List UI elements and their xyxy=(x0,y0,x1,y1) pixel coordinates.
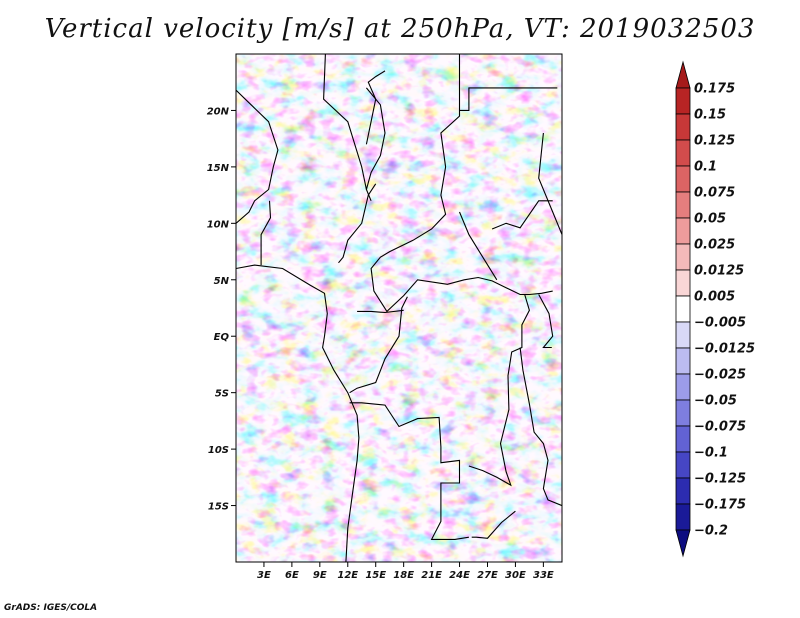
colorbar-label: −0.125 xyxy=(694,472,746,487)
boundary-line xyxy=(323,54,372,202)
x-tick-label: 18E xyxy=(393,570,414,581)
colorbar-swatch xyxy=(675,269,691,297)
colorbar-swatch xyxy=(675,347,691,375)
colorbar-swatch xyxy=(675,451,691,479)
colorbar: 0.175 0.15 0.125 0.1 0.075 0.05 0.025 0.0125 0.0… xyxy=(675,60,755,558)
boundary-line xyxy=(338,183,377,264)
colorbar-label: 0.075 xyxy=(694,186,735,201)
colorbar-swatch xyxy=(675,217,691,245)
x-axis: 3E 6E 9E 12E 15E 18E 21E 24E 27E 30E 33E xyxy=(257,562,554,581)
colorbar-label: 0.125 xyxy=(694,134,735,149)
y-tick-label: 20N xyxy=(207,106,230,117)
colorbar-swatch xyxy=(675,425,691,453)
boundary-line xyxy=(365,70,386,145)
colorbar-label: 0.005 xyxy=(694,290,735,305)
colorbar-swatch xyxy=(675,139,691,167)
x-tick-label: 3E xyxy=(257,570,271,581)
x-tick-label: 33E xyxy=(533,570,554,581)
boundary-line xyxy=(491,200,553,230)
boundary-line xyxy=(349,296,408,394)
colorbar-swatch xyxy=(675,477,691,505)
boundary-line xyxy=(519,347,562,507)
boundary-line xyxy=(236,89,279,224)
colorbar-label: 0.05 xyxy=(694,212,726,227)
y-tick-label: 5S xyxy=(215,389,229,400)
x-tick-label: 12E xyxy=(337,570,358,581)
colorbar-label: 0.15 xyxy=(694,108,726,123)
boundary-line xyxy=(370,54,553,313)
colorbar-swatch xyxy=(675,113,691,141)
y-tick-label: 10N xyxy=(207,219,230,230)
colorbar-label: −0.175 xyxy=(694,498,746,513)
x-tick-label: 6E xyxy=(285,570,299,581)
y-tick-label: 10S xyxy=(208,445,229,456)
boundary-line xyxy=(357,309,404,314)
boundary-line xyxy=(260,200,272,266)
y-tick-label: EQ xyxy=(214,332,230,343)
colorbar-label: −0.0125 xyxy=(694,342,755,357)
colorbar-swatch xyxy=(675,529,691,558)
boundary-line xyxy=(468,294,530,487)
x-tick-label: 27E xyxy=(477,570,498,581)
colorbar-label: −0.05 xyxy=(694,394,737,409)
colorbar-swatch xyxy=(675,87,691,115)
colorbar-label: −0.1 xyxy=(694,446,728,461)
colorbar-swatch xyxy=(675,295,691,323)
map-frame xyxy=(235,53,563,563)
colorbar-swatch xyxy=(675,165,691,193)
velocity-field xyxy=(236,54,562,562)
grads-credit: GrADS: IGES/COLA xyxy=(4,603,98,613)
colorbar-swatch xyxy=(675,399,691,427)
boundary-line xyxy=(538,294,554,349)
boundary-line xyxy=(538,132,562,235)
colorbar-label: −0.2 xyxy=(694,524,728,539)
x-tick-label: 21E xyxy=(421,570,442,581)
colorbar-swatch xyxy=(675,373,691,401)
x-tick-label: 24E xyxy=(449,570,470,581)
colorbar-swatch xyxy=(675,321,691,349)
boundary-line xyxy=(459,87,558,111)
colorbar-label: −0.075 xyxy=(694,420,746,435)
colorbar-label: 0.1 xyxy=(694,160,717,175)
boundary-line xyxy=(458,211,498,281)
x-tick-label: 15E xyxy=(365,570,386,581)
y-tick-label: 5N xyxy=(214,276,230,287)
colorbar-label: 0.025 xyxy=(694,238,735,253)
x-tick-label: 30E xyxy=(505,570,526,581)
page-title: Vertical velocity [m/s] at 250hPa, VT: 2… xyxy=(44,14,756,44)
boundary-line xyxy=(471,510,516,539)
boundary-line xyxy=(349,402,469,540)
y-tick-label: 15S xyxy=(208,502,229,513)
colorbar-label: 0.0125 xyxy=(694,264,744,279)
x-tick-label: 9E xyxy=(313,570,327,581)
y-axis: 20N 15N 10N 5N EQ 5S 10S 15S xyxy=(207,106,236,513)
y-tick-label: 15N xyxy=(207,163,230,174)
colorbar-swatch xyxy=(675,243,691,271)
colorbar-swatch xyxy=(675,503,691,531)
colorbar-label: −0.025 xyxy=(694,368,746,383)
colorbar-swatch xyxy=(675,60,691,89)
country-boundaries xyxy=(236,54,562,562)
colorbar-label: 0.175 xyxy=(694,82,735,97)
colorbar-swatch xyxy=(675,191,691,219)
boundary-line xyxy=(236,264,360,562)
boundary-line xyxy=(365,87,386,190)
colorbar-label: −0.005 xyxy=(694,316,746,331)
